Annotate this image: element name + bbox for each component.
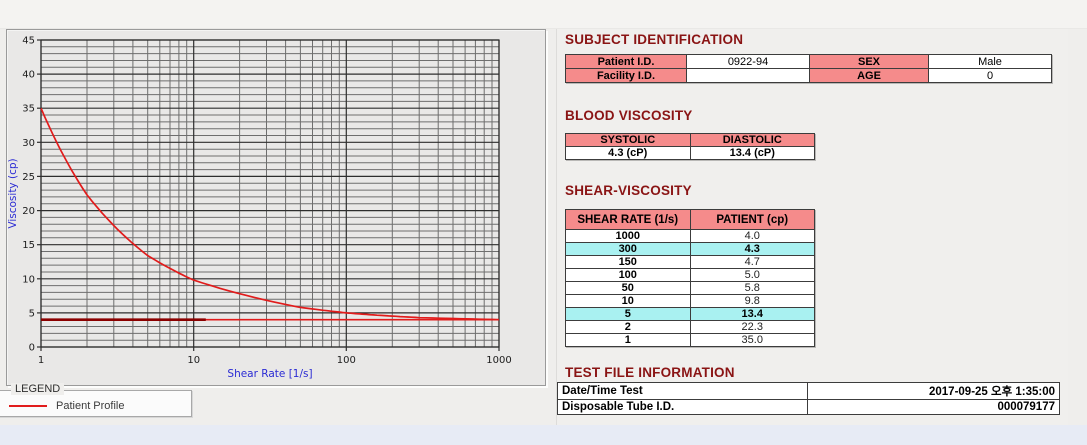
shear-viscosity-chart-panel: 0 5 10 15 20 25 30 35 40 45 1 10 100 1000 Shear Rate [… [6, 29, 546, 386]
table-row: 2 22.3 [565, 320, 815, 334]
svg-text:1000: 1000 [486, 355, 511, 366]
age-label: AGE [809, 68, 929, 83]
shear-rate-header: SHEAR RATE (1/s) [565, 209, 691, 230]
legend-title: LEGEND [11, 383, 65, 395]
date-time-test-label: Date/Time Test [557, 382, 808, 400]
svg-text:Shear Rate [1/s]: Shear Rate [1/s] [227, 368, 312, 380]
table-row: 1 35.0 [565, 333, 815, 347]
patient-value-cell: 5.0 [689, 268, 815, 282]
blood-viscosity-title: BLOOD VISCOSITY [565, 108, 693, 123]
patient-id-value: 0922-94 [686, 54, 810, 69]
patient-value-cell: 4.0 [689, 229, 815, 243]
shear-rate-cell: 300 [565, 242, 691, 256]
report-panel: SUBJECT IDENTIFICATION Patient I.D. 0922… [556, 29, 1068, 425]
table-row-highlighted: 5 13.4 [565, 307, 815, 321]
svg-text:1: 1 [38, 355, 44, 366]
svg-text:25: 25 [22, 172, 35, 183]
disposable-tube-id-label: Disposable Tube I.D. [557, 399, 808, 415]
patient-cp-header: PATIENT (cp) [689, 209, 815, 230]
svg-text:5: 5 [29, 308, 35, 319]
patient-profile-line-swatch [9, 405, 47, 407]
svg-text:0: 0 [29, 343, 35, 354]
table-row-highlighted: 300 4.3 [565, 242, 815, 256]
table-row: 50 5.8 [565, 281, 815, 295]
table-row: 1000 4.0 [565, 229, 815, 243]
systolic-value: 4.3 (cP) [565, 146, 691, 160]
test-file-information-title: TEST FILE INFORMATION [565, 365, 735, 380]
top-strip [0, 0, 1087, 29]
patient-value-cell: 5.8 [689, 281, 815, 295]
subject-identification-table: Patient I.D. 0922-94 SEX Male Facility I… [565, 54, 1052, 83]
systolic-header: SYSTOLIC [565, 133, 691, 147]
patient-value-cell: 13.4 [689, 307, 815, 321]
table-row: Facility I.D. AGE 0 [565, 68, 1052, 83]
disposable-tube-id-value: 000079177 [807, 399, 1060, 415]
shear-viscosity-table: SHEAR RATE (1/s) PATIENT (cp) 1000 4.0 3… [565, 209, 815, 347]
patient-value-cell: 4.7 [689, 255, 815, 269]
svg-text:30: 30 [22, 138, 35, 149]
table-row: 150 4.7 [565, 255, 815, 269]
sex-value: Male [928, 54, 1052, 69]
diastolic-header: DIASTOLIC [689, 133, 815, 147]
svg-text:100: 100 [337, 355, 356, 366]
svg-text:10: 10 [22, 274, 35, 285]
shear-rate-cell: 1000 [565, 229, 691, 243]
table-row: Date/Time Test 2017-09-25 오후 1:35:00 [557, 382, 1060, 400]
test-file-information-table: Date/Time Test 2017-09-25 오후 1:35:00 Dis… [557, 382, 1060, 415]
shear-viscosity-chart: 0 5 10 15 20 25 30 35 40 45 1 10 100 1000 Shear Rate [… [7, 36, 512, 381]
facility-id-label: Facility I.D. [565, 68, 687, 83]
shear-rate-cell: 10 [565, 294, 691, 308]
date-time-test-value: 2017-09-25 오후 1:35:00 [807, 382, 1060, 400]
table-row: SYSTOLIC DIASTOLIC [565, 133, 815, 147]
table-row: Disposable Tube I.D. 000079177 [557, 399, 1060, 415]
shear-rate-cell: 2 [565, 320, 691, 334]
patient-value-cell: 35.0 [689, 333, 815, 347]
table-row: 4.3 (cP) 13.4 (cP) [565, 146, 815, 160]
shear-rate-cell: 150 [565, 255, 691, 269]
shear-rate-cell: 1 [565, 333, 691, 347]
svg-text:20: 20 [22, 206, 35, 217]
legend-groupbox: LEGEND Patient Profile [0, 383, 192, 417]
age-value: 0 [928, 68, 1052, 83]
table-row: 10 9.8 [565, 294, 815, 308]
patient-value-cell: 9.8 [689, 294, 815, 308]
subject-identification-title: SUBJECT IDENTIFICATION [565, 32, 744, 47]
shear-rate-cell: 5 [565, 307, 691, 321]
svg-text:45: 45 [22, 36, 35, 47]
table-row: SHEAR RATE (1/s) PATIENT (cp) [565, 209, 815, 230]
sex-label: SEX [809, 54, 929, 69]
facility-id-value [686, 68, 810, 83]
patient-value-cell: 4.3 [689, 242, 815, 256]
diastolic-value: 13.4 (cP) [689, 146, 815, 160]
svg-text:10: 10 [187, 355, 200, 366]
shear-rate-cell: 100 [565, 268, 691, 282]
svg-text:40: 40 [22, 70, 35, 81]
patient-profile-legend-label: Patient Profile [56, 400, 125, 412]
shear-rate-cell: 50 [565, 281, 691, 295]
table-row: Patient I.D. 0922-94 SEX Male [565, 54, 1052, 69]
svg-text:15: 15 [22, 240, 35, 251]
legend-entry: Patient Profile [9, 400, 124, 412]
patient-value-cell: 22.3 [689, 320, 815, 334]
patient-id-label: Patient I.D. [565, 54, 687, 69]
blood-viscosity-table: SYSTOLIC DIASTOLIC 4.3 (cP) 13.4 (cP) [565, 133, 815, 160]
svg-text:35: 35 [22, 104, 35, 115]
svg-text:Viscosity (cp): Viscosity (cp) [7, 158, 19, 228]
table-row: 100 5.0 [565, 268, 815, 282]
shear-viscosity-title: SHEAR-VISCOSITY [565, 183, 692, 198]
